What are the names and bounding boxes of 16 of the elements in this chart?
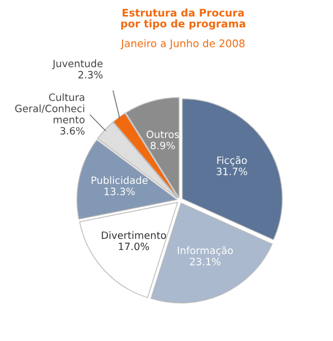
slice-label: Juventude bbox=[52, 60, 103, 70]
data-label: 8.9% bbox=[150, 142, 175, 150]
data-label: 3.6% bbox=[60, 127, 85, 135]
data-label: 17.0% bbox=[118, 242, 150, 250]
data-label: 31.7% bbox=[216, 168, 248, 176]
slice-label: Informação bbox=[178, 246, 233, 256]
data-label: 2.3% bbox=[78, 70, 103, 78]
slice-label: Outros bbox=[146, 130, 179, 138]
chart-subtitle: Janeiro a Junho de 2008 bbox=[120, 39, 245, 50]
slice-label: Cultura Geral/Conheci mento bbox=[15, 93, 85, 124]
chart-title: Estrutura da Procura por tipo de programa bbox=[121, 8, 246, 30]
data-label: 13.3% bbox=[104, 188, 135, 196]
slice-label: Ficção bbox=[217, 156, 247, 166]
data-label: 23.1% bbox=[190, 258, 220, 266]
slice-label: Divertimento bbox=[102, 231, 166, 239]
slice-label: Publicidade bbox=[92, 176, 148, 184]
